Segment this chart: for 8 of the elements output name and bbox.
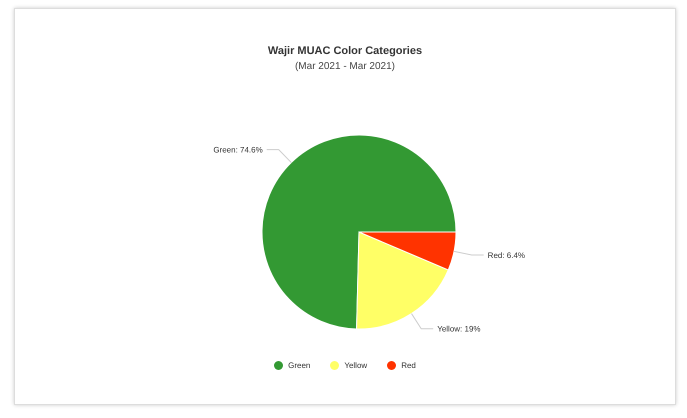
data-label: Yellow: 19% [437, 324, 481, 334]
data-label: Green: 74.6% [213, 146, 263, 155]
legend-label: Yellow [343, 361, 368, 370]
chart-subtitle: (Mar 2021 - Mar 2021) [294, 61, 396, 72]
chart-title: Wajir MUAC Color Categories [266, 45, 424, 57]
legend-label: Green [287, 361, 310, 370]
data-label: Red: 6.4% [488, 250, 526, 260]
legend-label: Red [400, 361, 416, 370]
